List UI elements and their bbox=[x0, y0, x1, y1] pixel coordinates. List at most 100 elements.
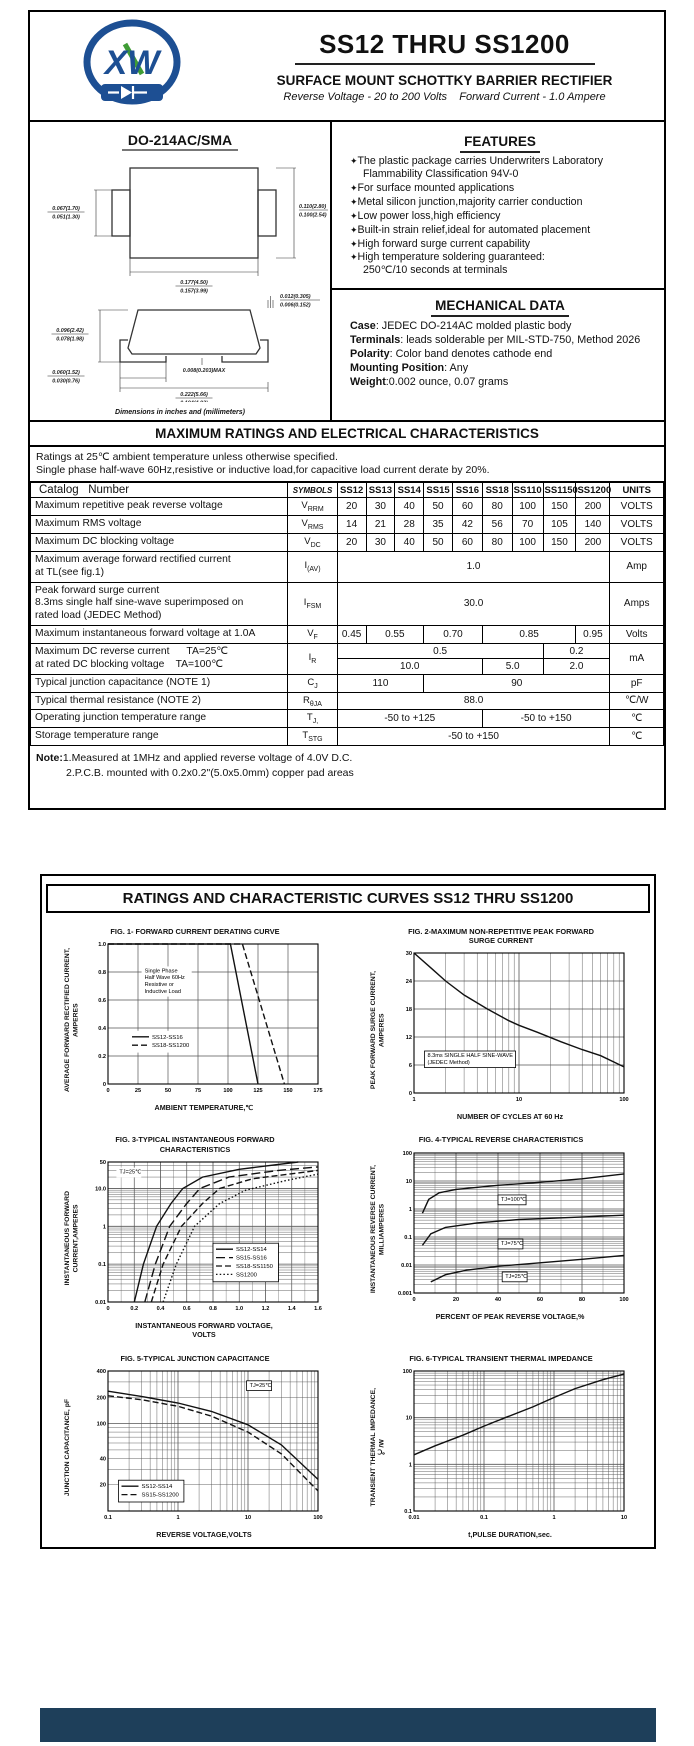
svg-text:0.01: 0.01 bbox=[409, 1515, 420, 1521]
table-cell: 0.70 bbox=[423, 625, 483, 644]
feature-item: The plastic package carries Underwriters… bbox=[350, 155, 650, 181]
table-cell: 30 bbox=[365, 532, 396, 552]
svg-text:0: 0 bbox=[103, 1082, 106, 1088]
table-cell: Maximum average forward rectified curren… bbox=[29, 550, 289, 583]
figure-5-plot: 0.1 1 10 100 400 200 100 40 20 SS12-SS14 SS15-SS12… bbox=[82, 1366, 326, 1529]
feature-item: Built-in strain relief,ideal for automat… bbox=[350, 224, 650, 237]
svg-text:10: 10 bbox=[621, 1515, 627, 1521]
svg-text:0.078(1.98): 0.078(1.98) bbox=[56, 337, 84, 343]
table-cell: 0.5 bbox=[336, 642, 544, 660]
svg-text:SS1200: SS1200 bbox=[236, 1272, 258, 1278]
svg-text:100: 100 bbox=[619, 1097, 628, 1103]
table-row: Typical thermal resistance (NOTE 2) RθJA 8… bbox=[29, 691, 664, 711]
table-cell: Maximum DC reverse current TA=25℃ at rat… bbox=[29, 642, 289, 675]
figure-6: FIG. 6-TYPICAL TRANSIENT THERMAL IMPEDAN… bbox=[348, 1346, 654, 1540]
svg-text:0.110(2.80): 0.110(2.80) bbox=[299, 204, 326, 210]
right-column: FEATURES The plastic package carries Und… bbox=[332, 122, 664, 420]
table-cell: ℃ bbox=[609, 709, 664, 729]
svg-text:0.067(1.70): 0.067(1.70) bbox=[52, 206, 80, 212]
svg-text:SS12-SS16: SS12-SS16 bbox=[152, 1035, 184, 1041]
feature-item: High forward surge current capability bbox=[350, 238, 650, 251]
svg-text:TJ=100℃: TJ=100℃ bbox=[501, 1197, 527, 1203]
table-cell: VOLTS bbox=[609, 497, 664, 517]
svg-text:0.1: 0.1 bbox=[404, 1235, 412, 1241]
svg-text:Resistive or: Resistive or bbox=[145, 982, 174, 988]
svg-text:0.222(5.66): 0.222(5.66) bbox=[180, 392, 208, 398]
figure-6-xlabel: t,PULSE DURATION,sec. bbox=[468, 1529, 552, 1539]
series-SS12-SS16 bbox=[108, 943, 259, 1084]
figures-grid: FIG. 1- FORWARD CURRENT DERATING CURVE A… bbox=[42, 919, 654, 1540]
table-cell: 0.45 bbox=[336, 625, 367, 644]
svg-text:SS12-SS14: SS12-SS14 bbox=[142, 1484, 174, 1490]
table-cell: Amps bbox=[609, 581, 664, 627]
table-cell: CJ bbox=[287, 673, 338, 693]
svg-text:0.8: 0.8 bbox=[98, 970, 106, 976]
table-cell: 2.0 bbox=[542, 658, 611, 675]
svg-text:20: 20 bbox=[100, 1483, 106, 1489]
mech-mounting: Mounting Position: Any bbox=[350, 362, 469, 375]
table-cell: 50 bbox=[423, 532, 453, 552]
table-cell: 56 bbox=[481, 515, 513, 534]
column-header: SS1200 bbox=[575, 482, 612, 499]
column-header: SS16 bbox=[451, 482, 483, 499]
svg-text:0.006(0.152): 0.006(0.152) bbox=[280, 303, 311, 309]
svg-text:50: 50 bbox=[165, 1088, 171, 1094]
svg-text:10: 10 bbox=[406, 1416, 412, 1422]
feature-item: For surface mounted applications bbox=[350, 182, 650, 195]
table-cell: 20 bbox=[336, 497, 367, 517]
column-header: SS12 bbox=[336, 482, 367, 499]
svg-text:1: 1 bbox=[552, 1515, 555, 1521]
figure-1-title: FIG. 1- FORWARD CURRENT DERATING CURVE bbox=[110, 926, 280, 936]
figure-6-plot: 0.01 0.1 1 10 0.1 1 10 100 bbox=[388, 1366, 632, 1529]
table-cell: VDC bbox=[287, 532, 338, 552]
table-cell: Maximum RMS voltage bbox=[29, 515, 289, 534]
table-cell: 88.0 bbox=[336, 691, 611, 711]
series-TJ=25℃ bbox=[430, 1254, 625, 1283]
table-cell: 0.55 bbox=[365, 625, 425, 644]
table-cell: Storage temperature range bbox=[29, 727, 289, 747]
svg-text:200: 200 bbox=[97, 1395, 106, 1401]
svg-text:SS18-SS1150: SS18-SS1150 bbox=[236, 1264, 274, 1270]
figure-6-ylabel: TRANSIENT THERMAL IMPEDANCE, ℃/W bbox=[370, 1388, 386, 1507]
figure-1-xlabel: AMBIENT TEMPERATURE,℃ bbox=[154, 1102, 254, 1112]
table-cell: 50 bbox=[423, 497, 453, 517]
svg-text:0: 0 bbox=[106, 1306, 109, 1312]
figure-2-xlabel: NUMBER OF CYCLES AT 60 Hz bbox=[456, 1112, 564, 1122]
page-subtitle: SURFACE MOUNT SCHOTTKY BARRIER RECTIFIER bbox=[276, 73, 613, 88]
table-cell: VF bbox=[287, 625, 338, 644]
svg-text:60: 60 bbox=[537, 1297, 543, 1303]
svg-text:80: 80 bbox=[579, 1297, 585, 1303]
svg-text:10: 10 bbox=[516, 1097, 522, 1103]
figure-5-xlabel: REVERSE VOLTAGE,VOLTS bbox=[156, 1529, 252, 1539]
svg-text:Single Phase: Single Phase bbox=[145, 968, 178, 974]
table-cell: 0.2 bbox=[542, 642, 611, 660]
table-cell: RθJA bbox=[287, 691, 338, 711]
svg-text:18: 18 bbox=[406, 1007, 412, 1013]
figure-4: FIG. 4-TYPICAL REVERSE CHARACTERISTICS I… bbox=[348, 1127, 654, 1339]
figure-1: FIG. 1- FORWARD CURRENT DERATING CURVE A… bbox=[42, 919, 348, 1122]
page-title: SS12 THRU SS1200 bbox=[319, 29, 570, 59]
table-cell: -50 to +150 bbox=[481, 709, 611, 729]
table-cell: 40 bbox=[394, 532, 425, 552]
header: XW SS12 THRU SS1200 SURFACE MOUNT SCHOTT… bbox=[30, 12, 664, 122]
figure-2-ylabel: PEAK FORWARD SURGE CURRENT, AMPERES bbox=[370, 970, 386, 1089]
svg-text:150: 150 bbox=[283, 1088, 292, 1094]
table-cell: Maximum instantaneous forward voltage at… bbox=[29, 625, 289, 644]
series-SS18-SS1150 bbox=[150, 1169, 319, 1303]
svg-text:175: 175 bbox=[313, 1088, 322, 1094]
column-header: SS14 bbox=[394, 482, 425, 499]
figure-4-xlabel: PERCENT OF PEAK REVERSE VOLTAGE,% bbox=[435, 1311, 585, 1321]
svg-text:TJ=25℃: TJ=25℃ bbox=[119, 1170, 142, 1176]
table-row: Storage temperature range TSTG -50 to +150… bbox=[29, 727, 664, 747]
figure-5: FIG. 5-TYPICAL JUNCTION CAPACITANCE JUNC… bbox=[42, 1346, 348, 1540]
svg-text:50: 50 bbox=[100, 1160, 106, 1166]
svg-text:Inductive Load: Inductive Load bbox=[145, 989, 181, 995]
table-cell: 140 bbox=[575, 515, 611, 534]
note-line-2: 2.P.C.B. mounted with 0.2x0.2"(5.0x5.0mm… bbox=[66, 767, 354, 780]
table-cell: 21 bbox=[365, 515, 396, 534]
figure-3-xlabel: INSTANTANEOUS FORWARD VOLTAGE, VOLTS bbox=[135, 1320, 273, 1340]
table-cell: 70 bbox=[511, 515, 544, 534]
svg-text:0.1: 0.1 bbox=[404, 1509, 412, 1515]
package-drawing-svg: 0.067(1.70) 0.051(1.30) 0.110(2.80) 0.100(2… bbox=[47, 167, 336, 407]
svg-text:Half Wave 60Hz: Half Wave 60Hz bbox=[145, 975, 185, 981]
